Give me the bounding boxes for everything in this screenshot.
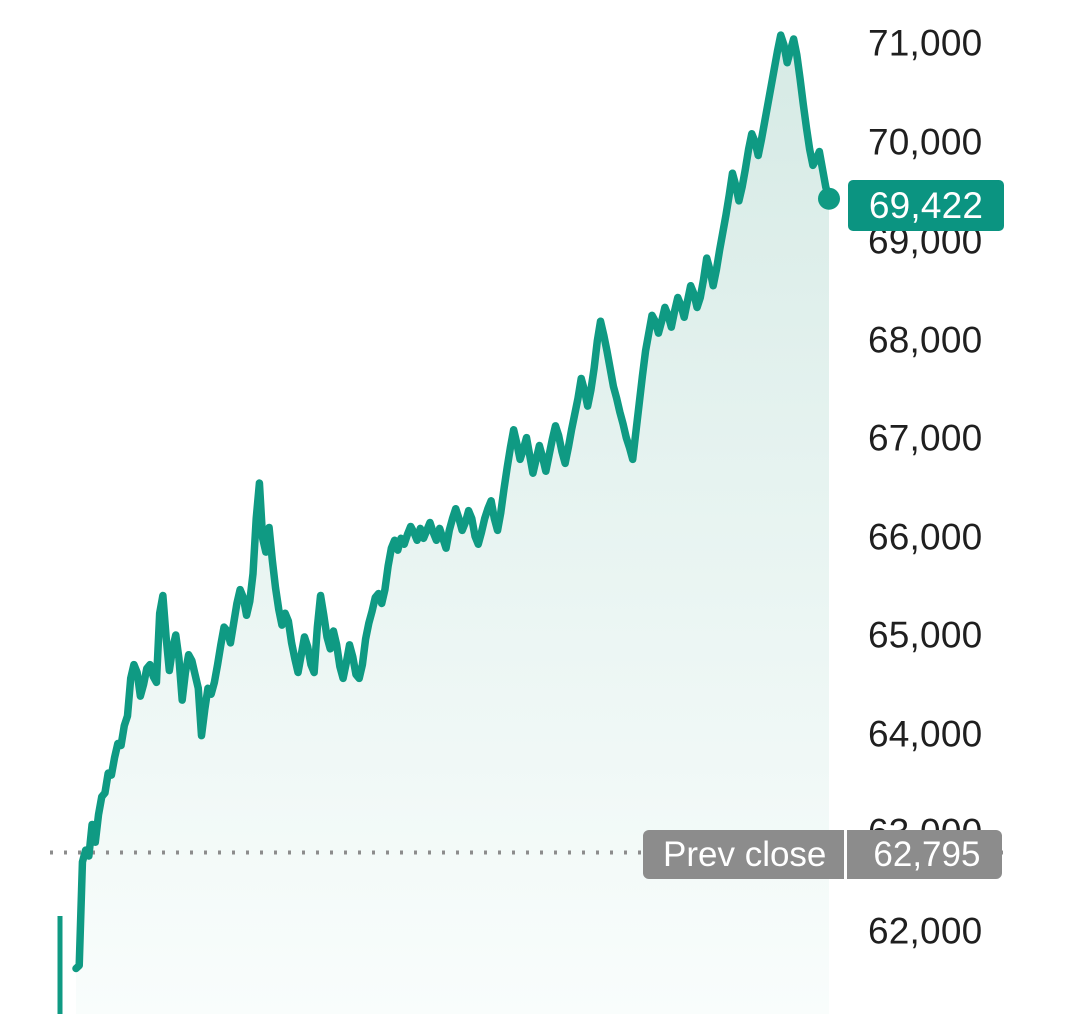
- y-axis-tick-label: 70,000: [868, 121, 983, 163]
- y-axis-tick-label: 68,000: [868, 319, 983, 361]
- y-axis-tick-label: 71,000: [868, 22, 983, 64]
- last-price-value: 69,422: [868, 185, 984, 226]
- y-axis-tick-label: 64,000: [868, 713, 983, 755]
- y-axis-tick-label: 65,000: [868, 614, 983, 656]
- y-axis-tick-label: 67,000: [868, 417, 983, 459]
- prev-close-badge: Prev close 62,795: [643, 830, 1003, 879]
- prev-close-value: 62,795: [873, 835, 981, 874]
- last-price-badge: 69,422: [848, 180, 1004, 231]
- prev-close-label: Prev close: [663, 835, 827, 874]
- y-axis-tick-label: 66,000: [868, 516, 983, 558]
- y-axis-tick-label: 62,000: [868, 910, 983, 952]
- price-line: [72, 31, 833, 973]
- last-price-dot: [818, 187, 840, 210]
- prev-close-divider: [844, 830, 848, 879]
